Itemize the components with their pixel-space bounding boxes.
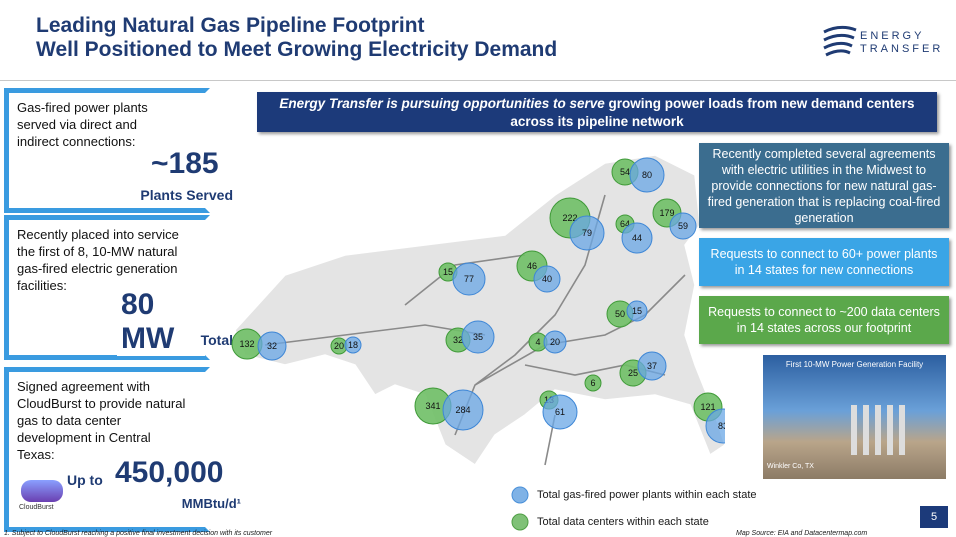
power-plant-label: 77 (464, 274, 474, 284)
power-plant-bubble (629, 157, 665, 193)
power-plant-label: 79 (582, 228, 592, 238)
power-plant-label: 284 (455, 405, 470, 415)
power-plant-label: 40 (542, 274, 552, 284)
power-plant-label: 44 (632, 233, 642, 243)
power-plant-label: 20 (550, 337, 560, 347)
callout: Recently completed several agreements wi… (699, 143, 949, 228)
power-plant-bubble (669, 212, 697, 240)
stat-value: 450,000 (115, 456, 224, 490)
stat-text: Gas-fired power plants served via direct… (17, 100, 148, 149)
power-plant-bubble (637, 351, 667, 381)
source: Map Source: EIA and Datacentermap.com (736, 530, 868, 537)
power-plant-bubble (543, 330, 567, 354)
data-center-label: 20 (334, 341, 344, 351)
power-plant-label: 80 (642, 170, 652, 180)
data-center-label: 4 (535, 337, 540, 347)
data-center-bubble (584, 374, 602, 392)
title-line: Leading Natural Gas Pipeline Footprint (36, 14, 425, 37)
stat-box: Recently placed into service the first o… (4, 215, 233, 360)
photo-caption: First 10-MW Power Generation Facility (785, 360, 924, 369)
data-center-label: 179 (659, 208, 674, 218)
data-center-label: 121 (700, 402, 715, 412)
power-plant-bubble (569, 215, 605, 251)
power-plant-label: 37 (647, 361, 657, 371)
data-center-label: 46 (527, 261, 537, 271)
data-center-label: 222 (562, 213, 577, 223)
power-plant-bubble (257, 331, 287, 361)
power-plant-bubble (626, 300, 648, 322)
stat-prefix: Up to (67, 472, 103, 488)
data-center-label: 341 (425, 401, 440, 411)
stat-text: Signed agreement with CloudBurst to prov… (17, 379, 186, 462)
logo-line: ENERGY (860, 30, 925, 42)
data-center-label: 64 (620, 219, 630, 229)
power-plant-bubble (621, 222, 653, 254)
divider (0, 80, 956, 81)
stat-value: ~185 (151, 147, 219, 180)
logo-mark (823, 25, 857, 57)
power-plant-bubble (452, 262, 486, 296)
page-number: 5 (920, 506, 948, 528)
banner: Energy Transfer is pursuing opportunitie… (257, 92, 937, 132)
callout: Requests to connect to 60+ power plants … (699, 238, 949, 286)
power-plant-bubble (705, 408, 725, 444)
photo: First 10-MW Power Generation Facility Wi… (763, 355, 946, 479)
power-plant-label: 83 (718, 421, 725, 431)
title: Leading Natural Gas Pipeline Footprint W… (36, 14, 557, 62)
banner-text: growing power loads from new demand cent… (510, 96, 915, 129)
power-plant-label: 32 (267, 341, 277, 351)
power-plant-bubble (442, 389, 484, 431)
cloudburst-name: CloudBurst (19, 504, 54, 511)
stat-caption: MMBtu/d¹ (181, 496, 241, 511)
data-center-label: 32 (453, 335, 463, 345)
data-center-label: 15 (443, 267, 453, 277)
stat-caption: Total (200, 332, 233, 348)
logo-line: TRANSFER (860, 43, 944, 55)
banner-emphasis: Energy Transfer is pursuing opportunitie… (279, 96, 605, 111)
data-center-label: 50 (615, 309, 625, 319)
power-plant-bubble (461, 320, 495, 354)
power-plant-bubble (533, 265, 561, 293)
power-plant-label: 61 (555, 407, 565, 417)
power-plant-label: 35 (473, 332, 483, 342)
power-plant-label: 18 (348, 340, 358, 350)
photo-location: Winkler Co, TX (767, 463, 814, 470)
power-plant-bubble (344, 336, 362, 354)
stat-box: Signed agreement with CloudBurst to prov… (4, 367, 241, 532)
title-line: Well Positioned to Meet Growing Electric… (36, 38, 558, 61)
power-plant-label: 59 (678, 221, 688, 231)
stat-value: 80 MW (117, 288, 205, 356)
map: 1322015324622254641794502561334112132187… (231, 154, 725, 467)
logo-text: ENERGY TRANSFER (860, 30, 944, 56)
stat-text: Recently placed into service the first o… (17, 227, 179, 293)
photo-stacks (851, 405, 911, 455)
data-center-label: 132 (239, 339, 254, 349)
power-plant-bubble (542, 394, 578, 430)
legend-icons (511, 486, 529, 531)
stat-box: Gas-fired power plants served via direct… (4, 88, 233, 213)
footnote: 1. Subject to CloudBurst reaching a posi… (4, 530, 273, 537)
stat-caption: Plants Served (140, 187, 233, 203)
legend-label: Total gas-fired power plants within each… (537, 489, 757, 501)
data-center-label: 6 (590, 378, 595, 388)
legend-dc-icon (511, 513, 529, 531)
data-center-label: 25 (628, 368, 638, 378)
callout: Requests to connect to ~200 data centers… (699, 296, 949, 344)
power-plant-label: 15 (632, 306, 642, 316)
data-center-label: 54 (620, 167, 630, 177)
cloudburst-logo (21, 480, 63, 502)
legend-plants-icon (511, 486, 529, 504)
legend-label: Total data centers within each state (537, 516, 709, 528)
